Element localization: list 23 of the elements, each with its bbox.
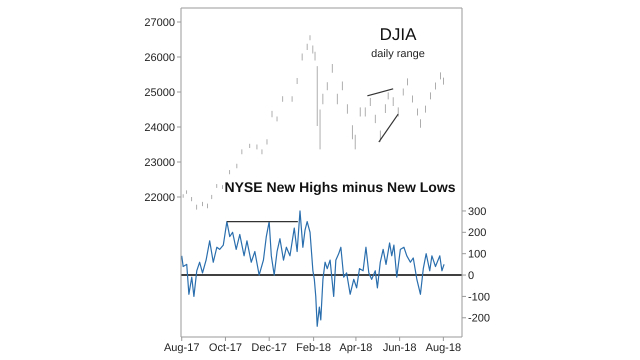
- y2-tick-label: 0: [468, 270, 474, 282]
- x-tick-label: Oct-17: [208, 342, 242, 354]
- y-tick-label: 27000: [144, 16, 175, 29]
- y2-tick-label: -100: [468, 291, 490, 304]
- y2-axis-title: NYSE New Highs minus New Lows: [224, 179, 456, 195]
- y-tick-label: 25000: [144, 86, 175, 99]
- y-tick-label: 24000: [144, 122, 175, 134]
- x-tick-label: Jun-18: [382, 342, 416, 354]
- y2-tick-label: 100: [468, 248, 486, 261]
- text: daily range: [371, 48, 425, 60]
- y2-tick-label: 200: [468, 227, 486, 240]
- line-series: [181, 210, 445, 327]
- x-tick-label: Aug-18: [426, 342, 462, 354]
- y-tick-label: 26000: [144, 52, 175, 64]
- x-tick-label: Apr-18: [339, 342, 372, 354]
- y-tick-label: 23000: [144, 156, 175, 169]
- x-tick-label: Dec-17: [251, 342, 287, 354]
- x-tick-label: Feb-18: [296, 342, 332, 354]
- y2-tick-label: -200: [468, 312, 490, 325]
- x-tick-label: Aug-17: [164, 342, 200, 354]
- y2-tick-label: 300: [468, 206, 486, 218]
- y-tick-label: 22000: [144, 192, 175, 204]
- text: DJIA: [380, 25, 418, 44]
